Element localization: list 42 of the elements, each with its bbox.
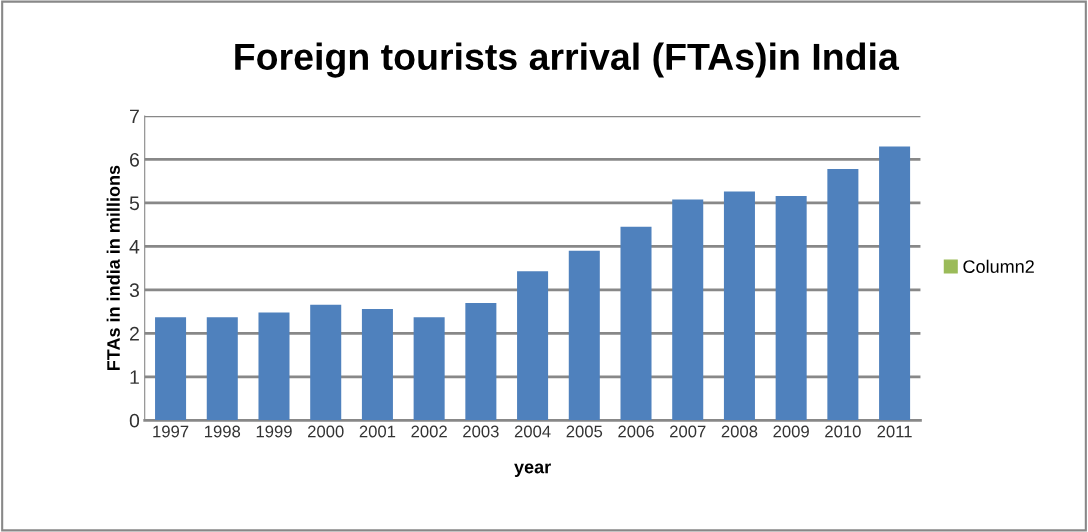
x-tick-label: 2006 bbox=[618, 425, 654, 438]
bar bbox=[413, 317, 445, 421]
y-tick-label: 3 bbox=[129, 283, 139, 298]
x-tick-label: 2002 bbox=[411, 425, 447, 438]
bar bbox=[258, 312, 290, 421]
x-tick-label: 2011 bbox=[877, 425, 912, 438]
bar bbox=[568, 250, 600, 421]
y-tick-label: 0 bbox=[129, 413, 140, 428]
x-tick-label: 1998 bbox=[205, 425, 241, 438]
x-tick-label: 2003 bbox=[463, 425, 499, 438]
legend-label: Column2 bbox=[963, 259, 1034, 273]
y-tick-label: 5 bbox=[129, 196, 140, 211]
bar bbox=[775, 195, 807, 421]
x-tick-label: 1999 bbox=[256, 425, 292, 438]
bar bbox=[879, 146, 911, 421]
x-tick-label: 2010 bbox=[825, 425, 861, 438]
y-axis-title: FTAs in india in millions bbox=[106, 165, 120, 371]
bar bbox=[361, 308, 393, 421]
x-tick-label: 2008 bbox=[721, 425, 758, 438]
bar bbox=[155, 317, 187, 421]
y-tick-label: 7 bbox=[130, 109, 139, 124]
bar bbox=[206, 317, 238, 421]
chart-title: Foreign tourists arrival (FTAs)in India bbox=[235, 42, 900, 78]
bar bbox=[827, 169, 859, 421]
bar bbox=[517, 271, 549, 421]
bar bbox=[465, 302, 497, 421]
y-tick-label: 4 bbox=[129, 240, 140, 254]
x-tick-label: 2004 bbox=[514, 425, 551, 438]
bar bbox=[723, 191, 755, 421]
y-tick-label: 1 bbox=[130, 370, 139, 384]
y-tick-label: 6 bbox=[130, 152, 139, 167]
x-tick-label: 2009 bbox=[773, 425, 809, 438]
bar bbox=[672, 199, 704, 421]
x-axis-title: year bbox=[514, 463, 551, 477]
bar bbox=[310, 304, 342, 421]
bar bbox=[620, 226, 652, 421]
x-tick-label: 2000 bbox=[308, 425, 344, 438]
x-tick-label: 1997 bbox=[153, 425, 189, 438]
x-tick-label: 2001 bbox=[359, 425, 396, 438]
y-tick-label: 2 bbox=[130, 326, 139, 341]
x-tick-label: 2005 bbox=[566, 425, 603, 438]
x-tick-label: 2007 bbox=[670, 425, 706, 438]
